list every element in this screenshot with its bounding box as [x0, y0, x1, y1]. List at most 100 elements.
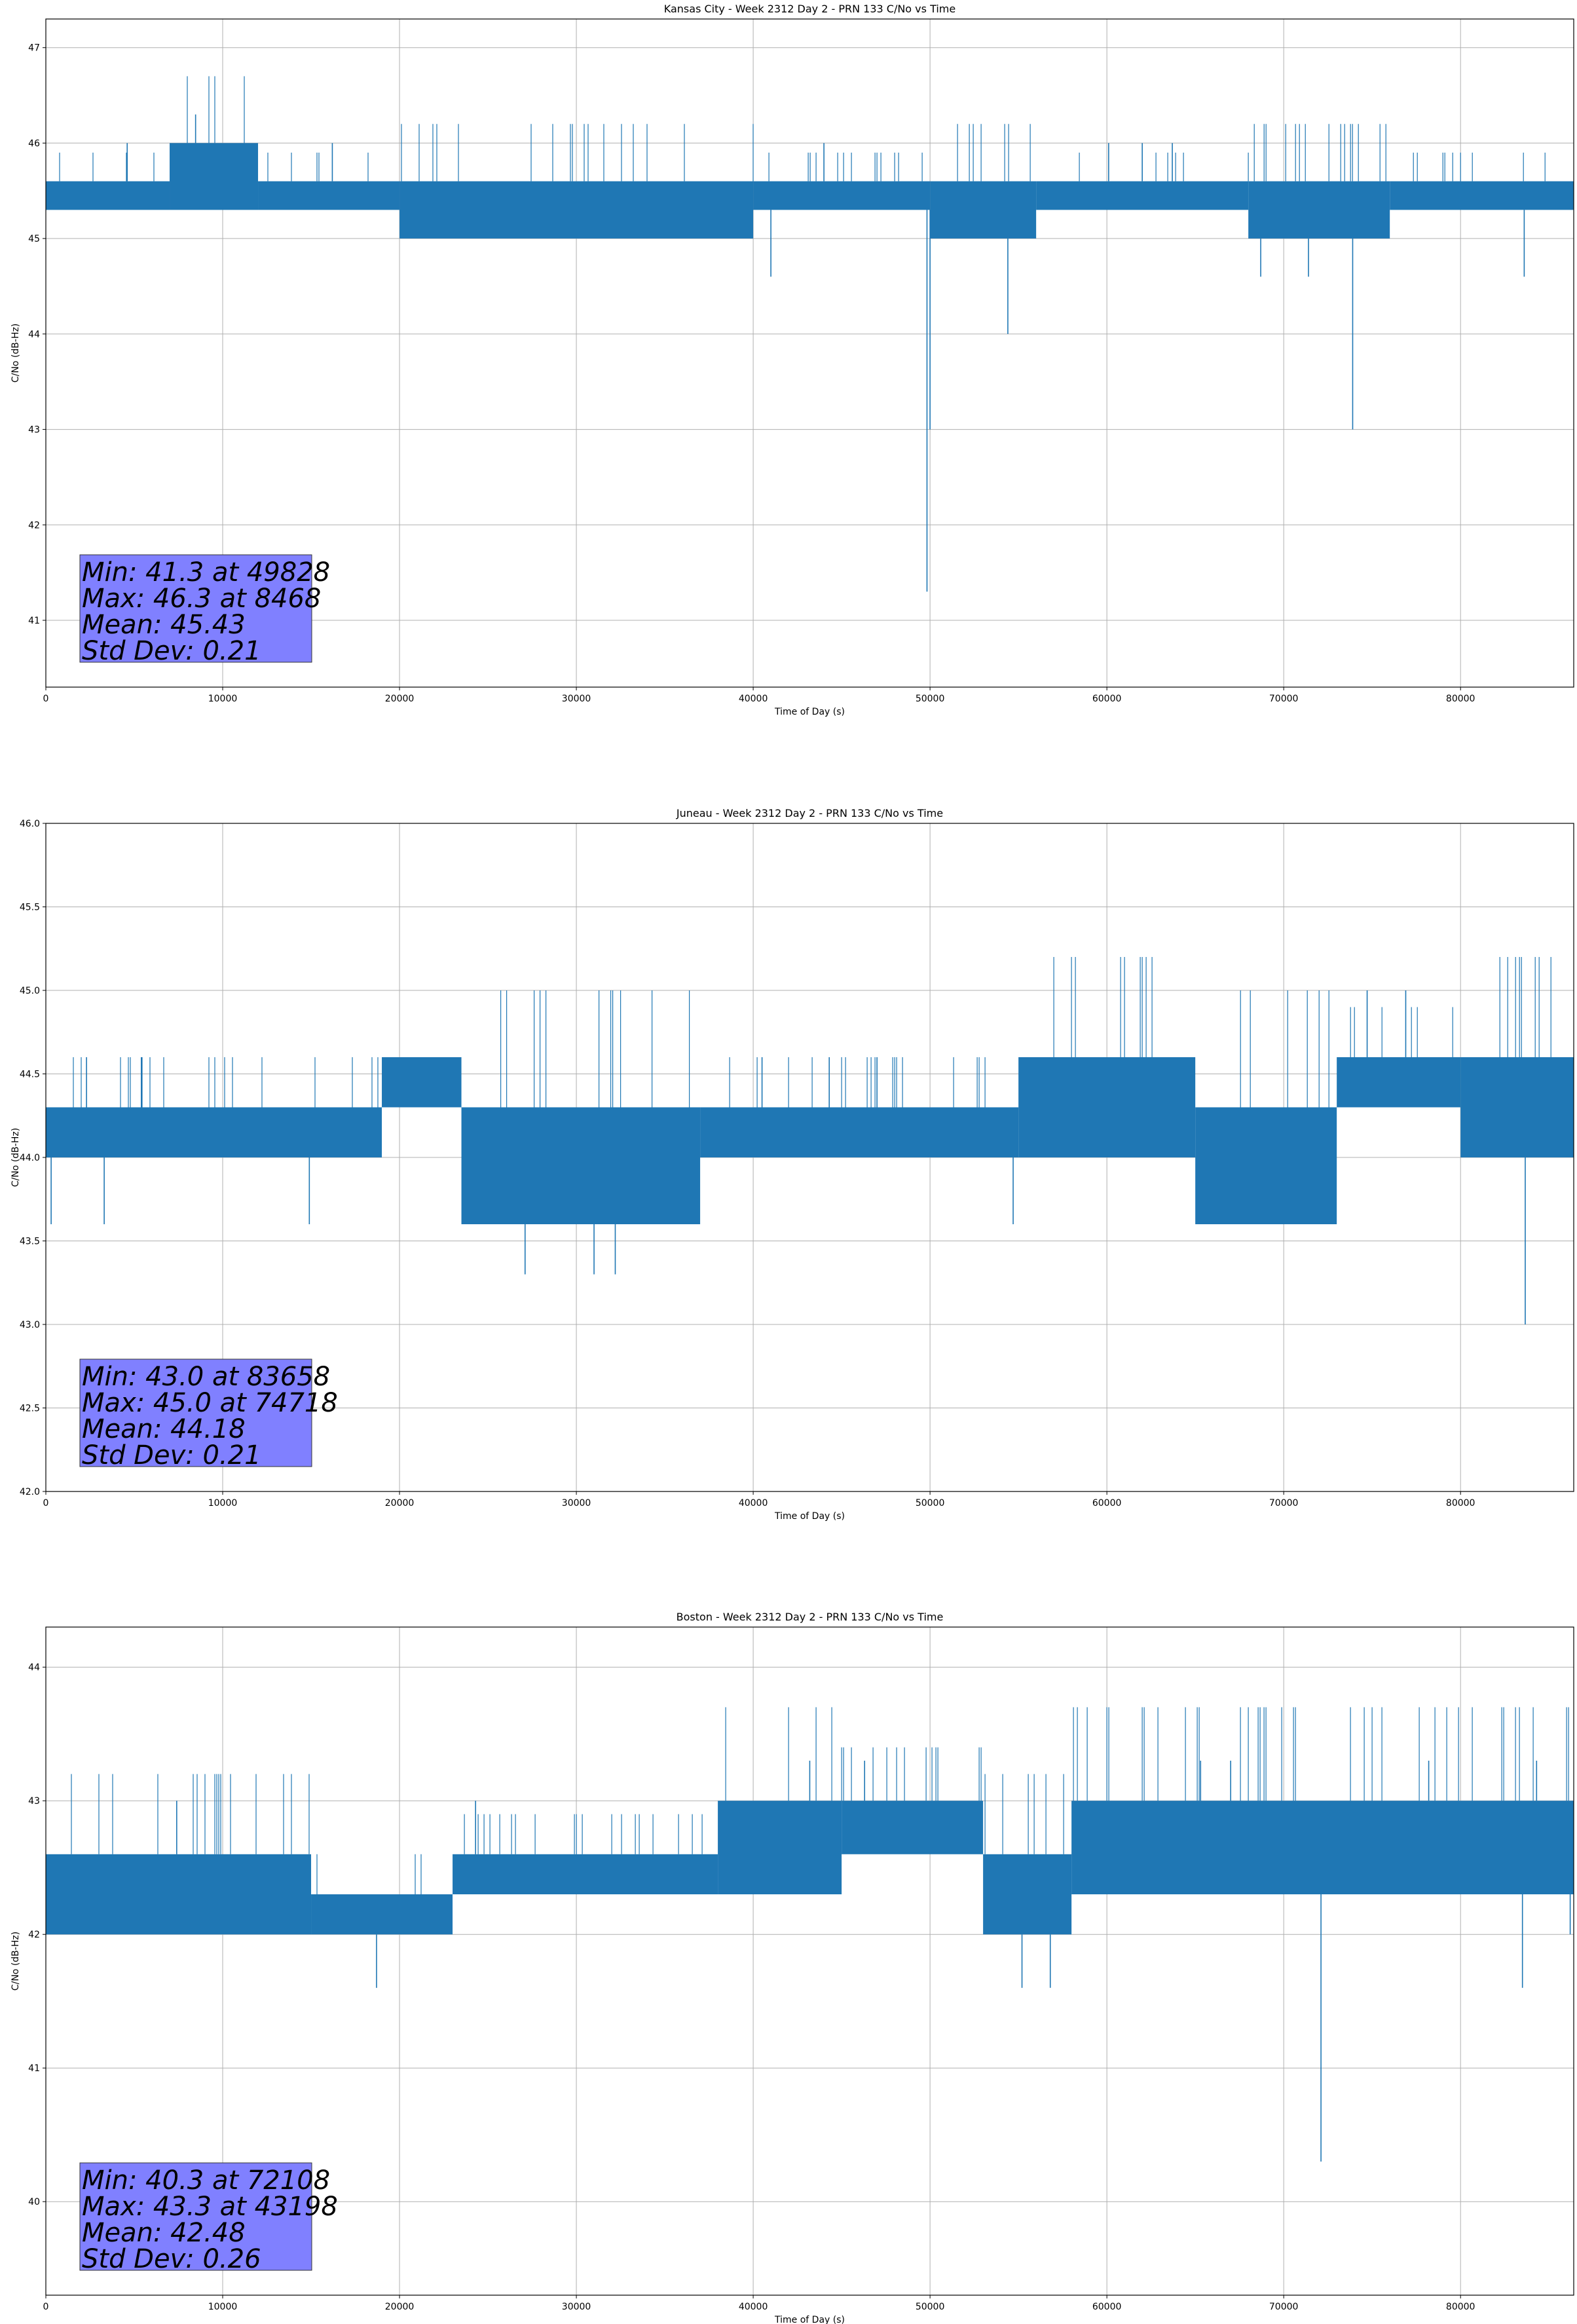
- series-band: [46, 181, 170, 210]
- chart-panel-boston: 0 10000 20000 30000 40000 50000 60000 70000 8000…: [10, 1611, 1574, 2324]
- y-tick-label: 45.0: [20, 986, 40, 996]
- y-tick-label: 44.5: [20, 1070, 40, 1080]
- series-flicker: [71, 1774, 310, 1854]
- x-tick-label: 10000: [208, 1498, 238, 1509]
- series-band: [461, 1107, 701, 1224]
- x-tick-label: 80000: [1446, 694, 1475, 704]
- series-flicker: [957, 124, 1031, 181]
- series-band: [1460, 1057, 1574, 1157]
- series-band: [399, 181, 754, 239]
- series-flicker: [316, 1854, 422, 1894]
- series-band: [1337, 1057, 1461, 1108]
- series-band: [46, 1107, 382, 1157]
- series-band: [753, 181, 931, 210]
- y-tick-label: 45.5: [20, 903, 40, 913]
- y-tick-label: 42: [28, 1930, 40, 1940]
- series-band: [453, 1854, 718, 1894]
- y-tick-label: 42: [28, 520, 40, 531]
- series-band: [382, 1057, 462, 1108]
- stats-line: Mean: 42.48: [82, 2218, 246, 2248]
- x-tick-label: 30000: [562, 2302, 591, 2312]
- series-band: [718, 1801, 842, 1894]
- series-band: [1195, 1107, 1337, 1224]
- y-tick-label: 44.0: [20, 1153, 40, 1163]
- stats-line: Std Dev: 0.21: [82, 1440, 261, 1471]
- chart-title: Kansas City - Week 2312 Day 2 - PRN 133 …: [664, 3, 955, 15]
- series-band: [930, 181, 1037, 239]
- series-flicker: [1499, 957, 1551, 1057]
- series-flicker: [187, 76, 245, 143]
- series-band: [170, 143, 259, 210]
- x-tick-label: 20000: [385, 1498, 415, 1509]
- x-tick-label: 20000: [385, 2302, 415, 2312]
- x-tick-label: 70000: [1269, 694, 1299, 704]
- chart-panel-kansas-city: 0 10000 20000 30000 40000 50000 60000 70000 8000…: [10, 3, 1574, 717]
- stats-line: Mean: 44.18: [82, 1414, 246, 1444]
- x-axis-label: Time of Day (s): [774, 1511, 845, 1522]
- stats-line: Min: 40.3 at 72108: [82, 2165, 330, 2196]
- series-band: [1036, 181, 1249, 210]
- series-flicker: [73, 1057, 379, 1108]
- series-band: [983, 1854, 1072, 1935]
- y-tick-label: 41: [28, 2063, 40, 2074]
- x-tick-label: 60000: [1092, 1498, 1122, 1509]
- stats-line: Min: 41.3 at 49828: [82, 557, 330, 588]
- series-flicker: [1240, 990, 1329, 1108]
- y-axis-label: C/No (dB-Hz): [10, 1128, 21, 1187]
- stats-line: Mean: 45.43: [82, 610, 246, 640]
- y-axis-label: C/No (dB-Hz): [10, 324, 21, 383]
- stats-box: [79, 1359, 312, 1467]
- x-tick-label: 50000: [916, 2302, 945, 2312]
- stats-line: Std Dev: 0.26: [82, 2244, 261, 2274]
- series-flicker: [1413, 153, 1546, 181]
- x-tick-label: 70000: [1269, 2302, 1299, 2312]
- x-tick-label: 60000: [1092, 694, 1122, 704]
- series-band: [1071, 1801, 1574, 1894]
- series-flicker: [984, 1774, 1064, 1854]
- y-tick-label: 40: [28, 2197, 40, 2207]
- x-tick-label: 0: [43, 1498, 49, 1509]
- x-tick-label: 60000: [1092, 2302, 1122, 2312]
- series-flicker: [768, 153, 923, 181]
- y-tick-label: 42.5: [20, 1404, 40, 1414]
- x-tick-label: 0: [43, 694, 49, 704]
- stats-box: [79, 2162, 312, 2271]
- x-tick-label: 70000: [1269, 1498, 1299, 1509]
- y-tick-label: 46.0: [20, 819, 40, 829]
- series-band: [1248, 181, 1390, 239]
- series-flicker: [725, 1707, 832, 1801]
- y-tick-label: 43.5: [20, 1237, 40, 1247]
- series-flicker: [500, 990, 690, 1108]
- y-tick-label: 41: [28, 616, 40, 626]
- x-tick-label: 10000: [208, 2302, 238, 2312]
- series-band: [46, 1854, 312, 1935]
- series-flicker: [729, 1057, 986, 1108]
- stats-box: [79, 554, 312, 663]
- chart-panel-juneau: 0 10000 20000 30000 40000 50000 60000 70000 8000…: [10, 807, 1574, 1522]
- y-tick-label: 46: [28, 138, 40, 149]
- y-tick-label: 44: [28, 329, 40, 340]
- chart-title: Juneau - Week 2312 Day 2 - PRN 133 C/No …: [676, 807, 943, 819]
- x-tick-label: 50000: [916, 1498, 945, 1509]
- x-tick-label: 80000: [1446, 2302, 1475, 2312]
- series-flicker: [1350, 1007, 1453, 1057]
- y-tick-label: 43.0: [20, 1320, 40, 1330]
- stats-line: Max: 46.3 at 8468: [82, 584, 321, 614]
- x-axis-label: Time of Day (s): [774, 2315, 845, 2324]
- series-band: [1018, 1057, 1196, 1157]
- series-flicker: [1253, 124, 1386, 181]
- x-tick-label: 80000: [1446, 1498, 1475, 1509]
- series-flicker: [1073, 1707, 1569, 1801]
- y-tick-label: 42.0: [20, 1487, 40, 1497]
- axes-frame: [45, 18, 1574, 688]
- chart-title: Boston - Week 2312 Day 2 - PRN 133 C/No …: [677, 1611, 944, 1623]
- stats-line: Max: 43.3 at 43198: [82, 2192, 338, 2222]
- x-tick-label: 30000: [562, 694, 591, 704]
- y-tick-label: 47: [28, 43, 40, 54]
- x-tick-label: 20000: [385, 694, 415, 704]
- y-axis-label: C/No (dB-Hz): [10, 1932, 21, 1991]
- series-band: [258, 181, 400, 210]
- x-tick-label: 30000: [562, 1498, 591, 1509]
- stats-line: Max: 45.0 at 74718: [82, 1388, 338, 1418]
